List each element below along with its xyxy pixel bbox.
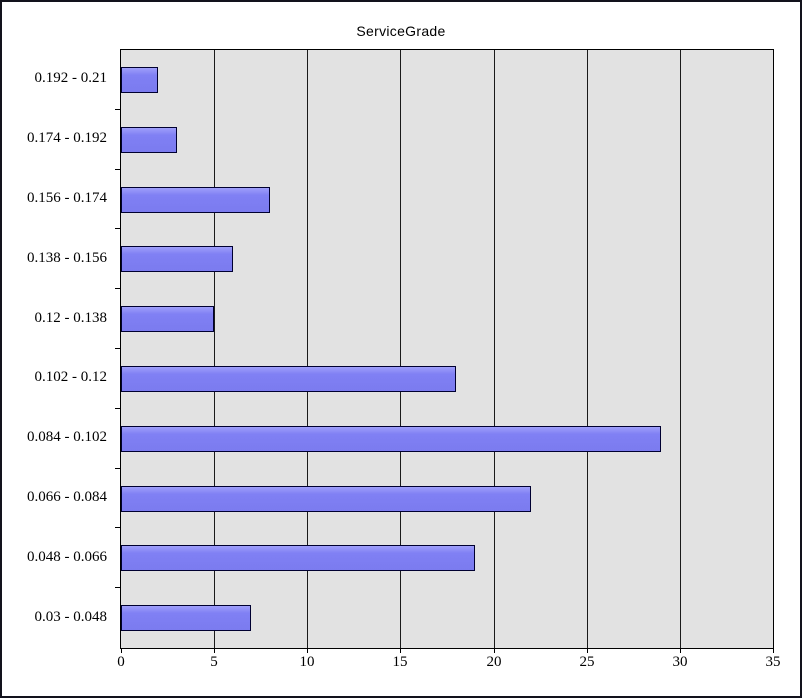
y-tick-mark	[115, 228, 120, 229]
x-tick-label: 25	[579, 654, 595, 670]
gridline	[307, 50, 309, 648]
x-tick-mark	[494, 648, 495, 653]
x-tick-mark	[587, 648, 588, 653]
bar	[121, 485, 531, 512]
gridline	[493, 50, 495, 648]
category-label: 0.174 - 0.192	[27, 130, 107, 147]
category-label: 0.066 - 0.084	[27, 488, 107, 505]
x-tick-label: 35	[765, 654, 781, 670]
y-tick-mark	[115, 109, 120, 110]
x-tick-mark	[773, 648, 774, 653]
bar	[121, 365, 456, 392]
category-label: 0.192 - 0.21	[34, 70, 108, 87]
x-tick-mark	[400, 648, 401, 653]
x-tick-label: 15	[392, 654, 408, 670]
bar	[121, 186, 270, 213]
x-tick-mark	[307, 648, 308, 653]
gridline	[586, 50, 588, 648]
category-label: 0.156 - 0.174	[27, 189, 107, 206]
y-tick-mark	[115, 348, 120, 349]
x-tick-label: 20	[486, 654, 502, 670]
y-tick-mark	[115, 587, 120, 588]
bar	[121, 126, 177, 153]
category-label: 0.138 - 0.156	[27, 249, 107, 266]
plot-area	[120, 49, 774, 649]
category-label: 0.084 - 0.102	[27, 429, 107, 446]
bar	[121, 605, 251, 632]
y-tick-mark	[115, 468, 120, 469]
y-tick-mark	[115, 408, 120, 409]
gridline	[679, 50, 681, 648]
bar	[121, 246, 233, 273]
category-label: 0.03 - 0.048	[34, 608, 108, 625]
category-label: 0.102 - 0.12	[34, 369, 108, 386]
y-tick-mark	[115, 527, 120, 528]
x-tick-label: 30	[672, 654, 688, 670]
y-tick-mark	[115, 169, 120, 170]
x-tick-label: 5	[210, 654, 218, 670]
x-tick-mark	[121, 648, 122, 653]
x-tick-label: 0	[117, 654, 125, 670]
bar	[121, 66, 158, 93]
x-tick-mark	[214, 648, 215, 653]
bar	[121, 425, 661, 452]
category-label: 0.12 - 0.138	[34, 309, 108, 326]
bar	[121, 306, 214, 333]
category-label: 0.048 - 0.066	[27, 548, 107, 565]
gridline	[214, 50, 216, 648]
y-tick-mark	[115, 288, 120, 289]
chart-title: ServiceGrade	[356, 23, 446, 39]
x-tick-label: 10	[299, 654, 315, 670]
y-axis-labels: 0.192 - 0.21 0.174 - 0.192 0.156 - 0.174 0.…	[2, 49, 114, 647]
x-tick-mark	[680, 648, 681, 653]
gridline	[400, 50, 402, 648]
bar	[121, 545, 475, 572]
